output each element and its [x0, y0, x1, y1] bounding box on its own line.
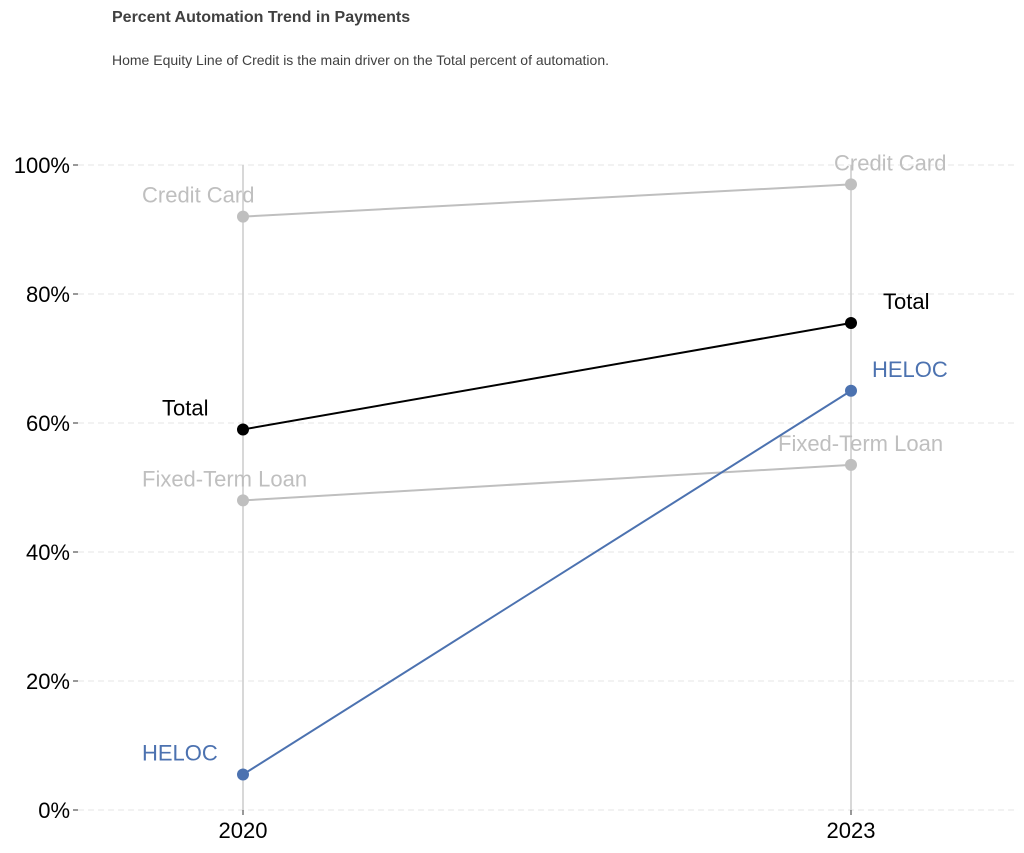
- fixed-term-loan-point-2020: [237, 494, 249, 507]
- credit-card-label-2023: Credit Card: [834, 150, 946, 175]
- x-tick-label: 2023: [827, 818, 876, 843]
- x-tick-label: 2020: [219, 818, 268, 843]
- chart-subtitle: Home Equity Line of Credit is the main d…: [112, 52, 610, 68]
- total-label-2020: Total: [162, 395, 208, 420]
- heloc-line: [242, 389, 852, 776]
- fixed-term-loan-point-2023: [845, 458, 857, 471]
- credit-card-line: [242, 183, 852, 218]
- y-tick-label: 100%: [14, 153, 70, 178]
- fixed-term-loan-label-2023: Fixed-Term Loan: [778, 431, 943, 456]
- credit-card-label-2020: Credit Card: [142, 183, 254, 208]
- total-line: [242, 322, 852, 431]
- y-tick-label: 20%: [26, 669, 70, 694]
- credit-card-point-2023: [845, 178, 857, 191]
- total-point-2023: [845, 317, 857, 330]
- chart-title: Percent Automation Trend in Payments: [112, 9, 411, 26]
- heloc-point-2023: [845, 384, 857, 397]
- y-tick-label: 60%: [26, 411, 70, 436]
- y-tick-label: 40%: [26, 540, 70, 565]
- total-label-2023: Total: [883, 289, 929, 314]
- heloc-point-2020: [237, 768, 249, 781]
- y-tick-label: 80%: [26, 282, 70, 307]
- total-point-2020: [237, 423, 249, 436]
- fixed-term-loan-line: [242, 463, 852, 502]
- fixed-term-loan-label-2020: Fixed-Term Loan: [142, 466, 307, 491]
- heloc-label-2020: HELOC: [142, 741, 218, 766]
- y-tick-label: 0%: [38, 798, 70, 823]
- heloc-label-2023: HELOC: [872, 357, 948, 382]
- credit-card-point-2020: [237, 210, 249, 223]
